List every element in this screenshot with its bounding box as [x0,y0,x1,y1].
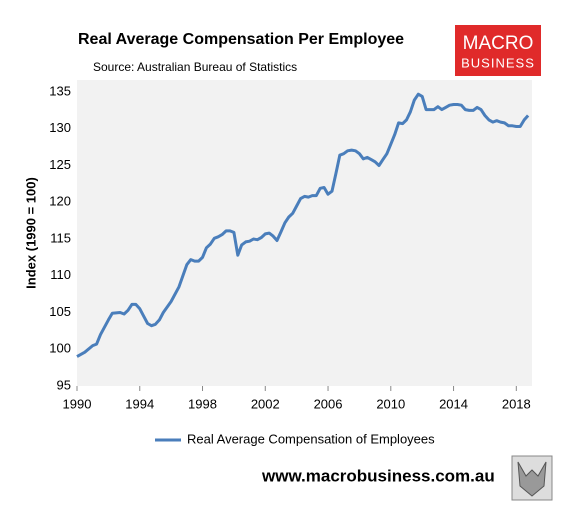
y-tick-label: 120 [49,194,71,209]
chart-subtitle: Source: Australian Bureau of Statistics [93,60,297,74]
y-tick-label: 110 [50,267,71,282]
y-tick-label: 115 [50,230,71,245]
y-tick-label: 125 [49,157,71,172]
x-tick-label: 2002 [251,396,280,411]
x-tick-label: 2018 [502,396,531,411]
x-tick-label: 1990 [63,396,92,411]
logo-text: MACRO [463,33,534,54]
y-axis-label: Index (1990 = 100) [23,177,38,289]
logo-text: BUSINESS [461,55,535,70]
x-tick-label: 1998 [188,396,217,411]
y-tick-label: 95 [57,377,71,392]
wolf-icon [511,455,553,501]
y-tick-label: 130 [49,120,71,135]
y-tick-label: 100 [49,341,71,356]
y-tick-label: 105 [49,304,71,319]
footer-url: www.macrobusiness.com.au [261,466,495,485]
data-line [76,92,530,358]
x-tick-label: 2006 [314,396,343,411]
x-tick-label: 1994 [125,396,154,411]
plot-area [77,80,532,386]
x-tick-label: 2014 [439,396,468,411]
y-tick-label: 135 [49,83,71,98]
chart-title: Real Average Compensation Per Employee [78,31,404,48]
legend-label: Real Average Compensation of Employees [187,431,435,446]
x-tick-label: 2010 [376,396,405,411]
logo-box [455,25,541,76]
